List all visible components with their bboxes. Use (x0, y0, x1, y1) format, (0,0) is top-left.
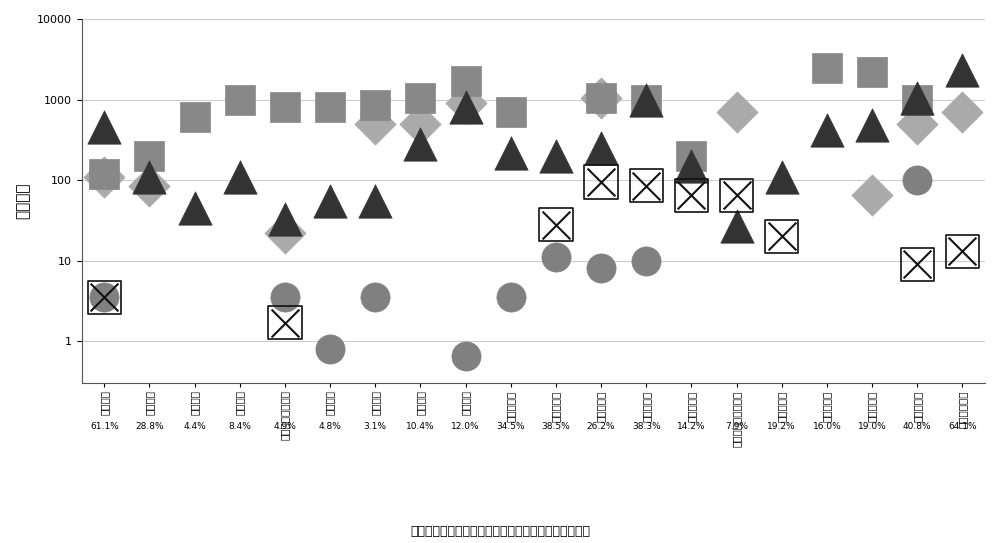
Point (141, 181, 157, 190)
Point (367, 197, 383, 205)
Point (683, 151, 699, 160)
Text: 百分比：全程氨氧化微生物在总氨氧化微生物中的比例: 百分比：全程氨氧化微生物在总氨氧化微生物中的比例 (410, 525, 590, 538)
Point (232, 95, 248, 104)
Text: 12.0%: 12.0% (451, 422, 480, 431)
Text: 7.9%: 7.9% (725, 422, 748, 431)
Text: 38.5%: 38.5% (542, 422, 570, 431)
Point (954, 247, 970, 256)
Point (548, 220, 564, 229)
Point (638, 95, 654, 104)
Text: 19.0%: 19.0% (858, 422, 886, 431)
Point (638, 181, 654, 190)
Text: 38.3%: 38.3% (632, 422, 661, 431)
Point (729, 191, 745, 199)
Point (593, 178, 609, 186)
Text: 4.4%: 4.4% (183, 422, 206, 431)
Point (909, 176, 925, 185)
Text: 4.9%: 4.9% (273, 422, 296, 431)
Text: 8.4%: 8.4% (228, 422, 251, 431)
Text: 40.8%: 40.8% (903, 422, 932, 431)
Point (458, 103, 474, 112)
Point (503, 148, 519, 157)
Point (774, 232, 790, 241)
Point (458, 352, 474, 361)
Text: 10.4%: 10.4% (406, 422, 435, 431)
Point (322, 103, 338, 112)
Point (96, 293, 112, 302)
Point (593, 93, 609, 102)
Point (277, 293, 293, 302)
Point (864, 68, 880, 77)
Point (774, 173, 790, 181)
Text: 3.1%: 3.1% (364, 422, 387, 431)
Point (954, 66, 970, 75)
Text: 16.0%: 16.0% (813, 422, 841, 431)
Point (96, 169, 112, 178)
Point (548, 220, 564, 229)
Text: 14.2%: 14.2% (677, 422, 706, 431)
Point (864, 191, 880, 199)
Text: 28.8%: 28.8% (135, 422, 164, 431)
Point (412, 93, 428, 102)
Point (187, 113, 203, 122)
Point (819, 125, 835, 134)
Point (96, 173, 112, 181)
Point (96, 293, 112, 302)
Point (954, 108, 970, 116)
Text: 26.2%: 26.2% (587, 422, 615, 431)
Point (593, 178, 609, 186)
Point (458, 77, 474, 85)
Text: 4.8%: 4.8% (319, 422, 342, 431)
Text: 64.1%: 64.1% (948, 422, 977, 431)
Point (367, 101, 383, 110)
Point (909, 260, 925, 269)
Point (638, 256, 654, 265)
Text: 34.5%: 34.5% (496, 422, 525, 431)
Point (412, 140, 428, 148)
Point (729, 191, 745, 199)
Point (187, 204, 203, 212)
Point (232, 173, 248, 181)
Point (638, 95, 654, 104)
Point (774, 232, 790, 241)
Point (367, 119, 383, 128)
Point (141, 151, 157, 160)
Point (322, 197, 338, 205)
Point (638, 181, 654, 190)
Point (548, 151, 564, 160)
Point (277, 318, 293, 327)
Point (277, 214, 293, 223)
Point (277, 229, 293, 237)
Point (909, 260, 925, 269)
Point (96, 293, 112, 302)
Point (277, 103, 293, 112)
Point (322, 345, 338, 353)
Point (909, 95, 925, 104)
Point (277, 318, 293, 327)
Point (819, 63, 835, 72)
Text: 19.2%: 19.2% (767, 422, 796, 431)
Point (548, 253, 564, 262)
Point (683, 162, 699, 171)
Y-axis label: 相对丰度: 相对丰度 (15, 183, 30, 219)
Text: 61.1%: 61.1% (90, 422, 119, 431)
Point (909, 93, 925, 102)
Point (729, 222, 745, 230)
Point (954, 247, 970, 256)
Point (593, 93, 609, 102)
Point (593, 144, 609, 153)
Point (864, 121, 880, 130)
Point (503, 293, 519, 302)
Point (729, 108, 745, 116)
Point (909, 119, 925, 128)
Point (683, 191, 699, 199)
Point (141, 173, 157, 181)
Point (458, 99, 474, 108)
Point (412, 119, 428, 128)
Point (683, 191, 699, 199)
Point (593, 264, 609, 273)
Point (367, 293, 383, 302)
Point (503, 108, 519, 116)
Point (96, 123, 112, 132)
